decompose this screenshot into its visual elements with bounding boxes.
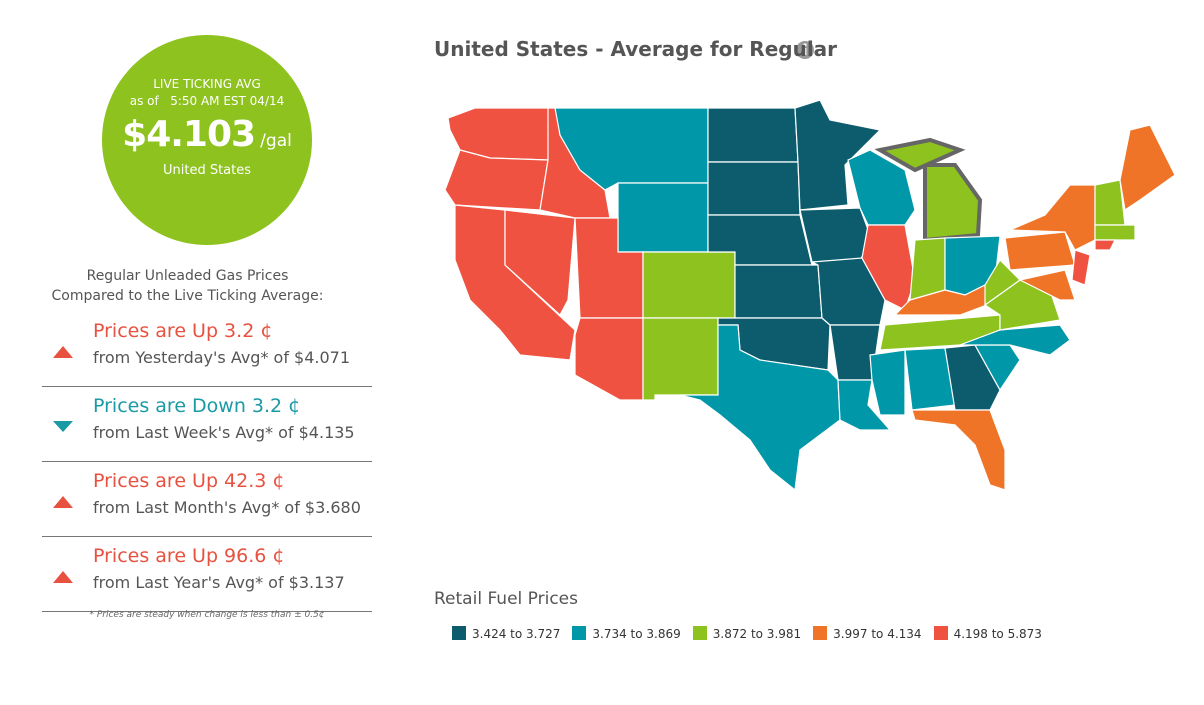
legend-entry: 4.198 to 5.873: [933, 626, 1042, 641]
state[interactable]: [504, 209, 576, 316]
item-detail: from Last Year's Avg* of $3.137: [93, 573, 345, 592]
price-unit: /gal: [260, 131, 292, 151]
legend-swatch: [933, 626, 948, 640]
legend-label: 3.997 to 4.134: [833, 627, 922, 641]
legend-label: 3.424 to 3.727: [472, 627, 561, 641]
live-price-row: $4.103 /gal: [102, 114, 312, 155]
region: United States: [162, 163, 252, 178]
state[interactable]: [799, 207, 873, 263]
direction-arrow: [53, 346, 73, 358]
state[interactable]: [679, 324, 841, 492]
footnote: * Prices are steady when change is less …: [89, 610, 325, 620]
state[interactable]: [893, 284, 1002, 316]
state[interactable]: [909, 237, 946, 301]
legend-entry: 3.424 to 3.727: [452, 626, 560, 641]
direction-arrow: [53, 496, 73, 508]
item-headline: Prices are Down 3.2 ¢: [93, 395, 301, 417]
state[interactable]: [617, 182, 709, 253]
states: [444, 99, 1176, 492]
comparison-heading: Regular Unleaded Gas Prices Compared to …: [20, 266, 355, 306]
live-average-badge: LIVE TICKING AVG as of 5:50 AM EST 04/14…: [102, 35, 312, 245]
item-headline: Prices are Up 96.6 ¢: [93, 545, 285, 567]
state[interactable]: [1071, 249, 1091, 286]
comparison-item: Prices are Down 3.2 ¢ from Last Week's Av…: [42, 393, 372, 462]
live-label: LIVE TICKING AVG: [153, 77, 261, 91]
state[interactable]: [1094, 224, 1136, 241]
direction-arrow: [53, 571, 73, 583]
state[interactable]: [734, 264, 823, 319]
item-detail: from Yesterday's Avg* of $4.071: [93, 348, 351, 367]
comparison-item: Prices are Up 3.2 ¢ from Yesterday's Avg*…: [42, 318, 372, 387]
direction-arrow: [53, 421, 73, 432]
as-of-label: as of: [129, 94, 159, 108]
legend-entry: 3.734 to 3.869: [572, 626, 681, 641]
heading-line: Regular Unleaded Gas Prices: [86, 268, 289, 284]
item-headline: Prices are Up 3.2 ¢: [93, 320, 273, 342]
state[interactable]: [574, 317, 644, 401]
item-detail: from Last Month's Avg* of $3.680: [93, 498, 361, 517]
comparison-item: Prices are Up 42.3 ¢ from Last Month's Av…: [42, 468, 372, 537]
state[interactable]: [642, 317, 719, 401]
item-detail: from Last Week's Avg* of $4.135: [93, 423, 355, 442]
state[interactable]: [874, 137, 966, 173]
item-headline: Prices are Up 42.3 ¢: [93, 470, 285, 492]
legend-swatch: [692, 626, 707, 640]
arrow-shape: [53, 571, 73, 583]
state[interactable]: [642, 251, 736, 319]
state[interactable]: [923, 163, 983, 243]
state[interactable]: [1094, 239, 1116, 251]
legend-swatch: [813, 626, 828, 640]
state[interactable]: [1119, 124, 1176, 212]
arrow-shape: [53, 346, 73, 358]
map-title: United States - Average for Regular: [434, 37, 838, 61]
arrow-shape: [53, 421, 73, 432]
state[interactable]: [1004, 231, 1076, 271]
as-of-time: 5:50 AM EST 04/14: [170, 94, 285, 108]
state[interactable]: [444, 149, 549, 211]
heading-line: Compared to the Live Ticking Average:: [51, 288, 324, 304]
state[interactable]: [911, 409, 1006, 491]
legend-label: 3.872 to 3.981: [712, 627, 802, 641]
live-price: $4.103: [122, 114, 256, 155]
legend-entry: 3.872 to 3.981: [692, 626, 802, 641]
legend: 3.424 to 3.727 3.734 to 3.869 3.872 to 3.9…: [452, 626, 1042, 641]
state[interactable]: [869, 349, 906, 416]
legend-entry: 3.997 to 4.134: [813, 626, 922, 641]
comparison-item: Prices are Up 96.6 ¢ from Last Year's Avg…: [42, 543, 372, 612]
legend-label: 4.198 to 5.873: [953, 627, 1042, 641]
state[interactable]: [1018, 269, 1076, 301]
as-of: as of 5:50 AM EST 04/14: [102, 94, 312, 108]
state[interactable]: [794, 99, 882, 211]
state[interactable]: [847, 149, 916, 226]
state[interactable]: [1094, 179, 1126, 226]
legend-swatch: [452, 626, 466, 640]
state[interactable]: [707, 161, 801, 216]
legend-title: Retail Fuel Prices: [434, 589, 578, 609]
info-icon[interactable]: [796, 41, 814, 59]
legend-swatch: [572, 626, 587, 640]
legend-label: 3.734 to 3.869: [592, 627, 681, 641]
arrow-shape: [53, 496, 73, 508]
state[interactable]: [707, 107, 799, 163]
